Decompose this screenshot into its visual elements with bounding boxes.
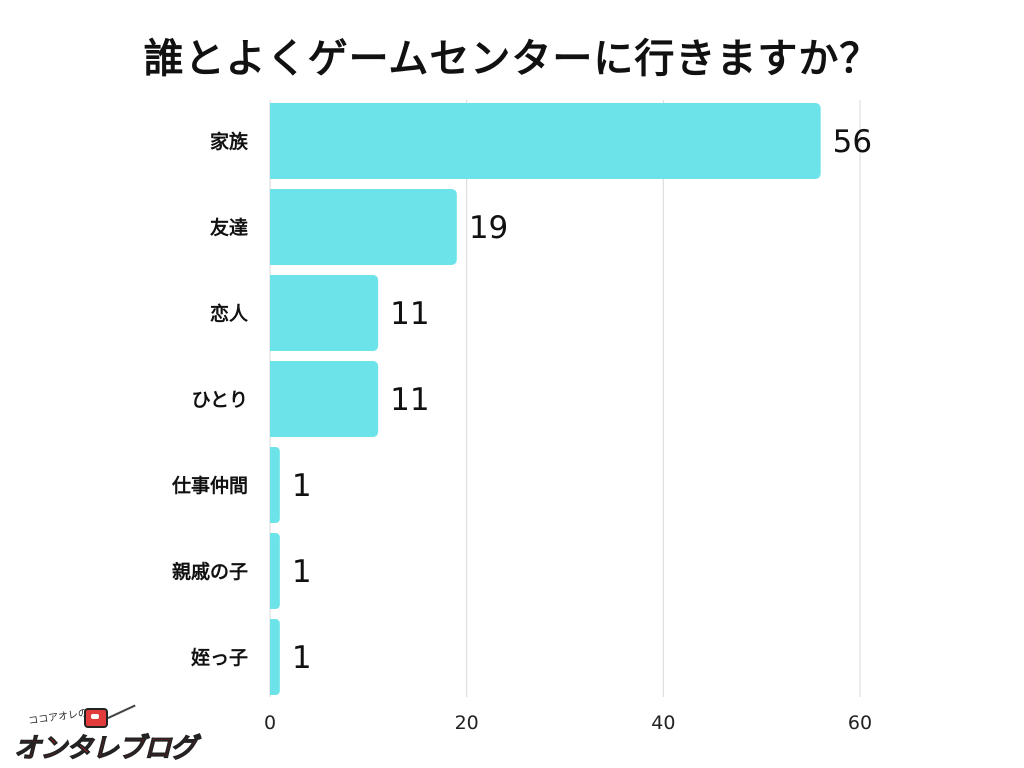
category-label: 友達 [210,216,248,239]
value-label: 1 [292,640,312,676]
value-label: 19 [469,210,508,246]
value-label: 11 [390,382,429,418]
value-label: 56 [833,124,872,160]
bar [270,533,280,609]
value-label: 1 [292,554,312,590]
logo-wordmark: オンタレブログ [14,733,198,765]
category-label: 姪っ子 [191,647,248,669]
category-label: 親戚の子 [172,560,248,583]
value-label: 11 [390,296,429,332]
bar [270,103,821,179]
site-logo: ココアオレの オンタレブログ [10,704,220,765]
category-label: 家族 [210,130,249,153]
logo-tagline: ココアオレの [27,707,89,728]
category-label: ひとり [192,389,248,411]
bar [270,189,457,265]
value-label: 1 [292,468,312,504]
x-tick-label: 40 [651,712,675,734]
bar [270,361,379,437]
bar [270,275,379,351]
x-tick-label: 0 [264,712,276,734]
x-tick-label: 60 [848,712,872,734]
x-tick-label: 20 [455,712,479,734]
chart-title: 誰とよくゲームセンターに行きますか？ [143,36,881,82]
category-label: 仕事仲間 [171,474,248,497]
labels: 0 20 40 60 家族 56 友達 19 恋人 11 ひとり 11 仕事仲間 1 親戚の子 1 姪っ子 1 [171,124,872,734]
bar [270,619,280,695]
logo-mascot-icon [84,708,108,728]
category-label: 恋人 [210,302,249,325]
bar [270,447,280,523]
bars [270,103,821,695]
